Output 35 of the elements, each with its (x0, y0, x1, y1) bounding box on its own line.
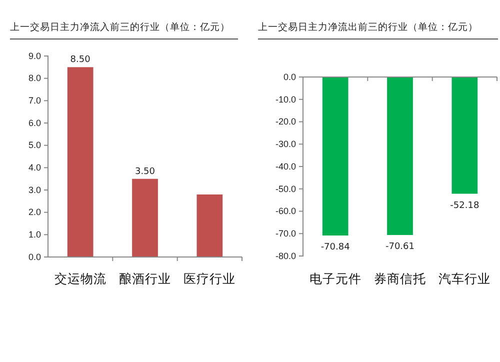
y-tick-label: 0.0 (283, 72, 296, 82)
data-label: -70.61 (385, 242, 415, 252)
y-tick-label: 1.0 (28, 230, 41, 240)
x-tick-label: 券商信托 (374, 271, 426, 286)
y-tick-label: 6.0 (28, 118, 41, 128)
bar (67, 67, 94, 257)
chart-title: 上一交易日主力净流入前三的行业（单位：亿元） (10, 21, 230, 33)
y-tick-label: -60.0 (275, 206, 296, 216)
data-label: 8.50 (70, 55, 91, 66)
data-label: 3.50 (134, 166, 156, 177)
y-tick-label: -30.0 (275, 139, 296, 150)
y-tick-label: 4.0 (28, 162, 41, 173)
x-tick-label: 电子元件 (309, 271, 362, 286)
x-tick-label: 交运物流 (54, 271, 106, 286)
y-tick-label: 2.0 (28, 207, 41, 218)
y-tick-label: 0.0 (28, 252, 41, 262)
y-tick-label: -20.0 (275, 116, 296, 127)
y-tick-label: -70.0 (275, 228, 296, 239)
y-tick-label: 5.0 (28, 140, 41, 150)
y-tick-label: 7.0 (28, 96, 41, 106)
chart-title: 上一交易日主力净流出前三的行业（单位：亿元） (258, 21, 478, 33)
x-tick-label: 汽车行业 (438, 271, 491, 286)
y-tick-label: -40.0 (275, 161, 296, 172)
x-tick-label: 酿酒行业 (119, 271, 171, 286)
y-tick-label: -50.0 (275, 184, 296, 194)
y-tick-label: -10.0 (275, 94, 296, 104)
y-tick-label: 8.0 (28, 73, 41, 84)
data-label: -70.84 (320, 242, 350, 253)
bar (132, 178, 158, 257)
y-tick-label: 3.0 (28, 184, 41, 195)
x-tick-label: 医疗行业 (184, 271, 236, 286)
data-label: -52.18 (450, 200, 480, 211)
bar (196, 194, 223, 257)
y-tick-label: -80.0 (275, 250, 296, 261)
y-tick-label: 9.0 (28, 50, 41, 61)
